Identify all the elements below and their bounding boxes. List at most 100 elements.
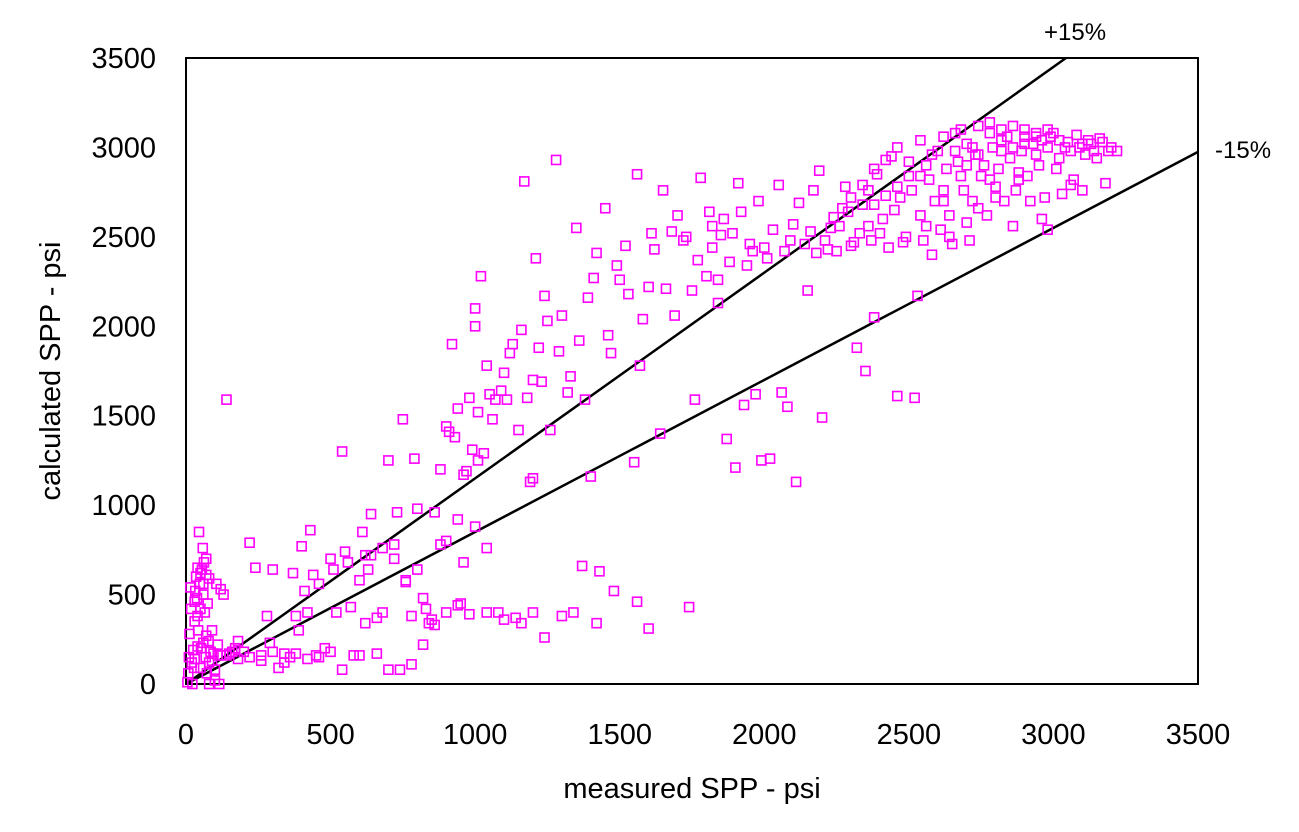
data-point	[446, 338, 458, 350]
data-point	[267, 564, 279, 575]
data-point	[193, 526, 205, 538]
data-point	[955, 124, 967, 135]
data-point	[1051, 163, 1062, 175]
data-point	[758, 242, 770, 253]
data-point	[906, 185, 918, 196]
data-point	[802, 285, 813, 296]
data-point	[654, 428, 666, 439]
data-point	[790, 476, 802, 488]
data-point	[868, 312, 880, 323]
data-point	[371, 648, 383, 659]
data-point	[524, 476, 536, 488]
data-point	[949, 127, 961, 139]
data-point	[1077, 185, 1088, 196]
data-point	[915, 170, 926, 182]
data-point	[226, 646, 238, 658]
data-point	[1007, 142, 1019, 153]
data-point	[701, 270, 712, 282]
data-point	[967, 195, 978, 207]
data-point	[883, 242, 894, 253]
data-point	[313, 578, 325, 590]
data-point	[1004, 152, 1016, 164]
data-point	[455, 598, 466, 609]
x-tick-label: 1000	[443, 719, 508, 751]
data-point	[594, 566, 605, 577]
data-point	[484, 388, 495, 400]
data-point	[660, 283, 672, 295]
data-point	[730, 462, 741, 473]
data-point	[307, 569, 319, 581]
data-point	[877, 213, 889, 225]
data-point	[715, 229, 727, 241]
data-point	[325, 646, 336, 658]
x-tick-label: 1500	[587, 719, 652, 751]
data-point	[527, 607, 539, 618]
data-point	[215, 650, 226, 661]
data-point	[1048, 127, 1059, 139]
data-point	[782, 401, 793, 413]
data-point	[250, 562, 261, 574]
x-tick-label: 500	[306, 719, 354, 751]
y-tick-label: 1500	[91, 401, 156, 433]
data-point	[409, 453, 420, 464]
data-point	[1024, 195, 1036, 207]
data-point	[417, 592, 429, 604]
data-point	[191, 592, 203, 604]
data-point	[232, 635, 244, 647]
data-point	[776, 387, 787, 398]
data-point	[449, 431, 461, 443]
data-point	[290, 648, 302, 659]
data-point	[787, 219, 799, 230]
data-point	[565, 371, 576, 382]
data-point	[1030, 127, 1042, 139]
data-point	[961, 160, 972, 171]
data-point	[620, 240, 631, 252]
data-point	[811, 247, 822, 259]
data-point	[394, 664, 406, 675]
data-point	[206, 625, 218, 636]
data-point	[631, 168, 643, 180]
data-point	[426, 614, 438, 625]
data-point	[213, 678, 225, 690]
data-point	[186, 657, 198, 668]
data-point	[198, 557, 210, 568]
data-point	[545, 424, 556, 436]
data-point	[915, 210, 926, 221]
data-point	[212, 639, 224, 650]
data-point	[813, 165, 825, 176]
data-point	[388, 553, 400, 565]
data-point	[481, 542, 493, 554]
data-point	[200, 553, 212, 565]
data-point	[839, 181, 851, 193]
data-point	[267, 646, 279, 658]
data-point	[195, 567, 206, 579]
data-point	[588, 272, 599, 284]
data-point	[571, 222, 582, 234]
data-point	[521, 392, 533, 404]
data-point	[466, 444, 478, 455]
data-point	[891, 142, 903, 153]
data-point	[490, 394, 501, 405]
data-point	[287, 567, 299, 579]
data-point	[967, 142, 978, 153]
data-point	[183, 667, 194, 679]
data-point	[1033, 160, 1045, 171]
data-point	[388, 539, 400, 550]
data-point	[854, 227, 866, 239]
data-point	[498, 367, 510, 379]
data-point	[440, 607, 452, 618]
data-point	[464, 392, 475, 404]
data-point	[860, 365, 871, 377]
data-point	[891, 390, 903, 402]
data-point	[863, 185, 874, 196]
data-point	[1042, 124, 1053, 135]
data-point	[469, 521, 481, 532]
data-point	[1019, 131, 1030, 142]
data-point	[961, 217, 972, 228]
data-point	[998, 195, 1010, 207]
data-point	[501, 394, 513, 405]
x-axis-title: measured SPP - psi	[563, 773, 820, 805]
data-point	[293, 625, 305, 636]
data-point	[359, 549, 371, 561]
data-point	[464, 608, 475, 620]
